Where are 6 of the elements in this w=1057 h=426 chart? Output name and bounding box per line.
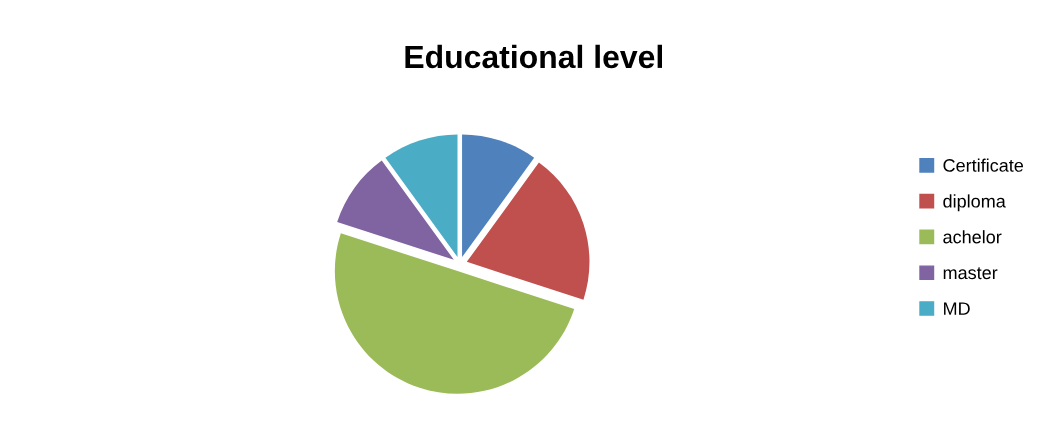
legend-label: master: [943, 267, 998, 280]
legend-label: Certificate: [943, 158, 1024, 172]
legend-label: diploma: [943, 194, 1006, 212]
chart-title: Educational level: [405, 44, 663, 69]
legend-label: MD: [944, 302, 970, 315]
legend-label: achelor: [943, 230, 1002, 244]
